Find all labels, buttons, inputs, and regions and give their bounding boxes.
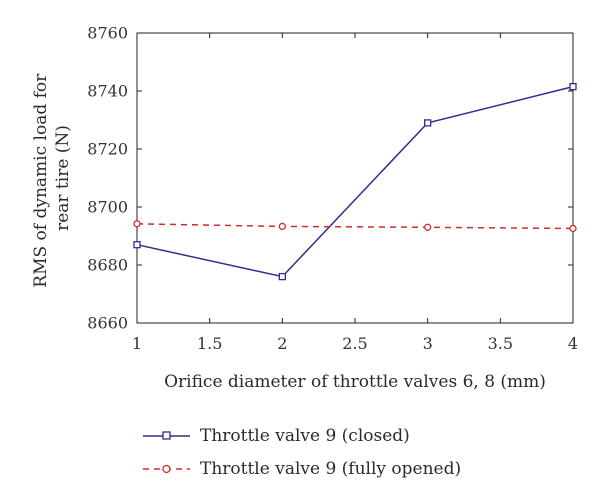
data-point-square — [424, 119, 432, 127]
legend: Throttle valve 9 (closed) Throttle valve… — [143, 426, 461, 479]
y-tick-label: 8680 — [87, 256, 128, 275]
data-point-square — [278, 272, 286, 281]
plot-area — [136, 32, 574, 324]
series-closed — [133, 83, 577, 281]
series-layer — [133, 83, 577, 281]
y-axis-ticks — [137, 32, 573, 324]
series-fully-opened — [133, 220, 577, 233]
y-tick-label: 8660 — [87, 314, 128, 333]
y-tick-label: 8760 — [87, 24, 128, 43]
data-point-circle — [569, 224, 577, 233]
data-point-square — [569, 83, 577, 91]
x-tick-label: 1.5 — [197, 334, 222, 353]
data-point-circle — [278, 222, 286, 231]
series-line — [136, 223, 574, 230]
x-axis-ticks — [136, 33, 574, 323]
x-tick-label: 2 — [277, 334, 287, 353]
legend-circle-marker — [162, 464, 171, 474]
legend-label-closed: Throttle valve 9 (closed) — [200, 426, 410, 446]
x-tick-label: 3.5 — [488, 334, 513, 353]
data-point-circle — [133, 220, 141, 228]
y-tick-label: 8740 — [87, 82, 128, 101]
x-axis-tick-labels: 1 1.5 2 2.5 3 3.5 4 — [132, 334, 578, 353]
series-line — [136, 85, 574, 278]
data-point-square — [133, 241, 141, 249]
x-axis-label: Orifice diameter of throttle valves 6, 8… — [164, 372, 546, 392]
data-point-circle — [424, 223, 432, 231]
y-axis-label: RMS of dynamic load for rear tire (N) — [31, 68, 73, 287]
y-tick-label: 8700 — [87, 198, 128, 217]
y-tick-label: 8720 — [87, 140, 128, 159]
x-tick-label: 4 — [568, 334, 578, 353]
legend-item-closed: Throttle valve 9 (closed) — [143, 426, 410, 446]
x-tick-label: 3 — [423, 334, 433, 353]
y-axis-tick-labels: 8660 8680 8700 8720 8740 8760 — [87, 24, 128, 333]
legend-label-opened: Throttle valve 9 (fully opened) — [200, 459, 461, 479]
x-tick-label: 2.5 — [342, 334, 367, 353]
legend-item-opened: Throttle valve 9 (fully opened) — [143, 459, 461, 479]
x-tick-label: 1 — [132, 334, 142, 353]
legend-square-marker — [162, 431, 171, 440]
